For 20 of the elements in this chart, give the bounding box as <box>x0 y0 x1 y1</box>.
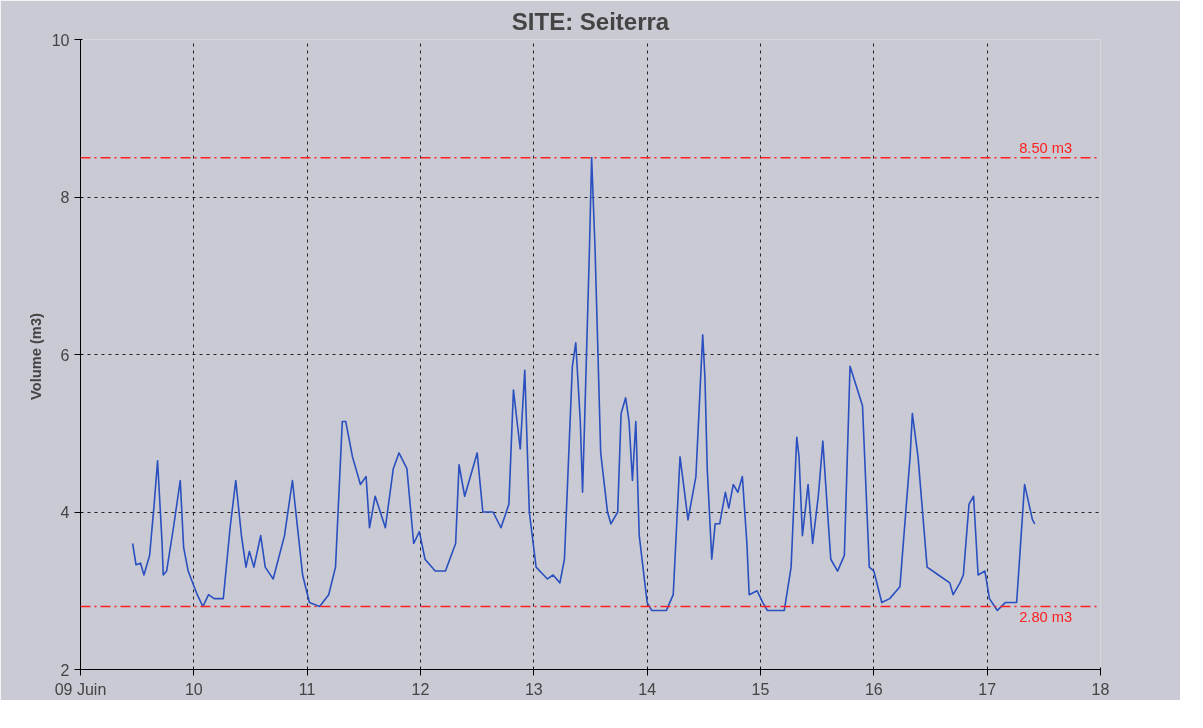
line-series <box>131 156 1036 612</box>
y-tick-label: 10 <box>51 31 70 49</box>
x-tick-label: 10 <box>184 680 203 698</box>
y-tick-label: 2 <box>60 661 70 679</box>
x-tick-label: 13 <box>524 680 543 698</box>
ref-line-label: 8.50 m3 <box>1019 139 1073 156</box>
y-axis-title: Volume (m3) <box>27 312 44 400</box>
x-tick-label: 09 Juin <box>54 680 107 698</box>
ref-line-label: 2.80 m3 <box>1019 608 1073 625</box>
x-tick-label: 14 <box>638 680 657 698</box>
y-tick-label: 8 <box>60 189 70 206</box>
x-tick-label: 15 <box>751 680 770 698</box>
x-tick-label: 11 <box>298 680 316 698</box>
x-tick-label: 16 <box>864 680 883 698</box>
chart-title: SITE: Seiterra <box>511 7 670 35</box>
x-tick-label: 17 <box>978 680 997 698</box>
x-tick-label: 12 <box>411 680 430 698</box>
y-tick-label: 6 <box>60 346 70 364</box>
x-tick-label: 18 <box>1091 680 1110 698</box>
y-tick-label: 4 <box>60 504 70 521</box>
